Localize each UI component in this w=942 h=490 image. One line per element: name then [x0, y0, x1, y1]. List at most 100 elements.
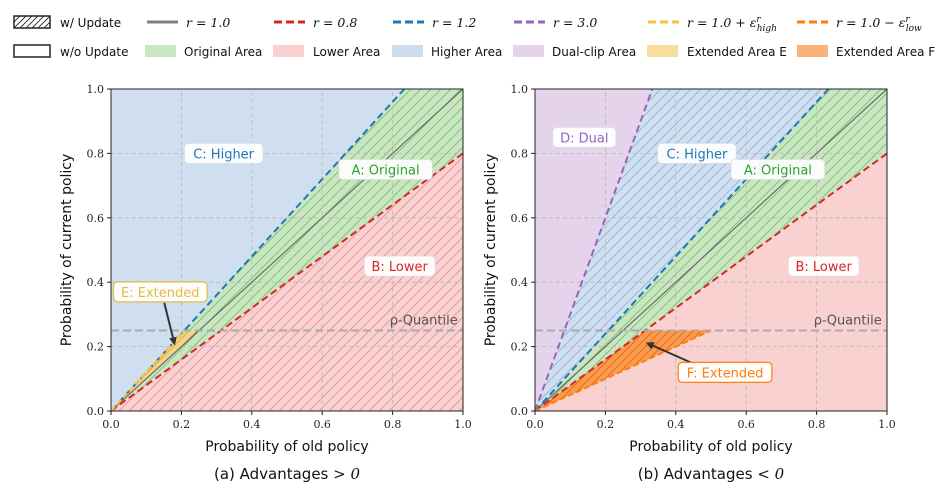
line-r-3 [534, 88, 654, 412]
region-label-higher: C: Higher [193, 147, 254, 162]
arrow-extended [163, 302, 177, 346]
region-label-box-original [730, 159, 826, 180]
axes-frame [534, 88, 888, 412]
y-tick-label: 0.6 [87, 212, 105, 225]
x-tick-label: 1.0 [454, 418, 472, 431]
quantile-label: ρ-Quantile [390, 314, 458, 329]
region-label-box-higher [657, 142, 737, 164]
x-tick-label: 0.0 [526, 418, 544, 431]
y-tick-label: 1.0 [87, 83, 105, 96]
panel-title: (a) Advantages > 0 [214, 465, 361, 483]
x-tick-label: 0.2 [173, 418, 191, 431]
x-axis-label: Probability of old policy [629, 439, 792, 455]
y-tick-label: 0.2 [511, 341, 529, 354]
x-tick-label: 0.6 [737, 418, 755, 431]
legend: w/ Update r = 1.0 r = 0.8 r = 1.2 r = 3.… [13, 15, 935, 59]
region-label-original: A: Original [744, 164, 812, 179]
region-label-box-higher [184, 142, 264, 164]
legend-label-rlow: r = 1.0 − εr low [836, 15, 922, 34]
x-tick-label: 1.0 [878, 418, 896, 431]
y-axis-label: Probability of current policy [59, 154, 75, 347]
panel-title-text: (a) Advantages [214, 465, 333, 483]
panel-title: (b) Advantages < 0 [638, 465, 785, 483]
legend-swatch-wo-update [13, 44, 51, 58]
region-label-original: A: Original [352, 164, 420, 179]
legend-label-higher-area: Higher Area [431, 45, 502, 59]
panel-title-math: < 0 [757, 465, 784, 483]
legend-item-r12: r = 1.2 [393, 15, 476, 30]
x-tick-label: 0.0 [102, 418, 120, 431]
line-r-0-8 [534, 152, 888, 412]
region-label-lower: B: Lower [795, 260, 852, 275]
region-label-box-lower [363, 255, 436, 277]
legend-item-dual-area: Dual-clip Area [513, 45, 636, 59]
legend-label-r12: r = 1.2 [432, 15, 476, 30]
y-tick-label: 0.0 [87, 405, 105, 418]
legend-item-r10: r = 1.0 [147, 15, 230, 30]
region-label-box-original [338, 159, 433, 180]
legend-label-w-update: w/ Update [60, 16, 121, 30]
legend-label-wo-update: w/o Update [60, 45, 128, 59]
legend-label-r10: r = 1.0 [186, 15, 230, 30]
legend-item-rhigh: r = 1.0 + εr high [648, 15, 777, 34]
region-label-box-lower [787, 255, 860, 277]
x-axis-label: Probability of old policy [205, 439, 368, 455]
arrow-extended [645, 342, 696, 366]
legend-swatch-original-area [145, 45, 176, 57]
legend-item-extended-f: Extended Area F [797, 45, 935, 59]
legend-label-dual-area: Dual-clip Area [552, 45, 636, 59]
x-tick-label: 0.6 [313, 418, 331, 431]
axes-frame [110, 88, 464, 412]
region-label-extended: E: Extended [121, 286, 199, 301]
y-tick-label: 1.0 [511, 83, 529, 96]
legend-item-r08: r = 0.8 [274, 15, 357, 30]
x-tick-label: 0.8 [384, 418, 402, 431]
legend-item-extended-e: Extended Area E [647, 45, 787, 59]
panel-b: ρ-Quantile D: Dual C: Higher A: Original B: … [483, 83, 896, 483]
legend-swatch-higher-area [392, 45, 423, 57]
legend-swatch-lower-area [273, 45, 304, 57]
legend-item-rlow: r = 1.0 − εr low [797, 15, 922, 34]
legend-label-r30: r = 3.0 [553, 15, 597, 30]
legend-label-extended-e: Extended Area E [687, 45, 787, 59]
legend-item-r30: r = 3.0 [514, 15, 597, 30]
x-tick-label: 0.4 [243, 418, 261, 431]
region-label-box-dual [552, 126, 617, 148]
region-label-dual: D: Dual [560, 131, 608, 146]
legend-item-higher-area: Higher Area [392, 45, 502, 59]
x-tick-label: 0.4 [667, 418, 685, 431]
legend-label-rhigh: r = 1.0 + εr high [687, 15, 777, 34]
region-label-higher: C: Higher [667, 147, 728, 162]
legend-swatch-dual-area [513, 45, 544, 57]
y-tick-label: 0.2 [87, 341, 105, 354]
line-r-1 [534, 88, 888, 412]
line-r-1-2 [534, 88, 830, 412]
quantile-label: ρ-Quantile [814, 314, 882, 329]
region-label-box-extended [677, 361, 773, 383]
region-label-box-extended [112, 281, 208, 303]
panel-a: ρ-Quantile C: Higher A: Original B: Lower E:… [59, 83, 472, 483]
x-tick-label: 0.8 [808, 418, 826, 431]
legend-label-extended-f: Extended Area F [836, 45, 935, 59]
y-tick-label: 0.4 [87, 276, 105, 289]
region-label-lower: B: Lower [371, 260, 428, 275]
y-tick-label: 0.0 [511, 405, 529, 418]
y-tick-label: 0.8 [87, 147, 105, 160]
legend-swatch-extended-e [647, 45, 678, 57]
legend-item-original-area: Original Area [145, 45, 262, 59]
y-axis-label: Probability of current policy [483, 154, 499, 347]
legend-label-original-area: Original Area [184, 45, 262, 59]
y-tick-label: 0.4 [511, 276, 529, 289]
region-label-extended: F: Extended [687, 366, 764, 381]
panel-title-text: (b) Advantages [638, 465, 758, 483]
x-tick-label: 0.2 [597, 418, 615, 431]
legend-item-wo-update: w/o Update [13, 44, 128, 59]
legend-item-lower-area: Lower Area [273, 45, 380, 59]
legend-swatch-extended-f [797, 45, 828, 57]
line-r-0-8 [110, 152, 464, 412]
line-r-low [534, 329, 712, 412]
legend-swatch-w-update [13, 15, 51, 29]
legend-item-w-update: w/ Update [13, 15, 121, 30]
line-r-1 [110, 88, 464, 412]
